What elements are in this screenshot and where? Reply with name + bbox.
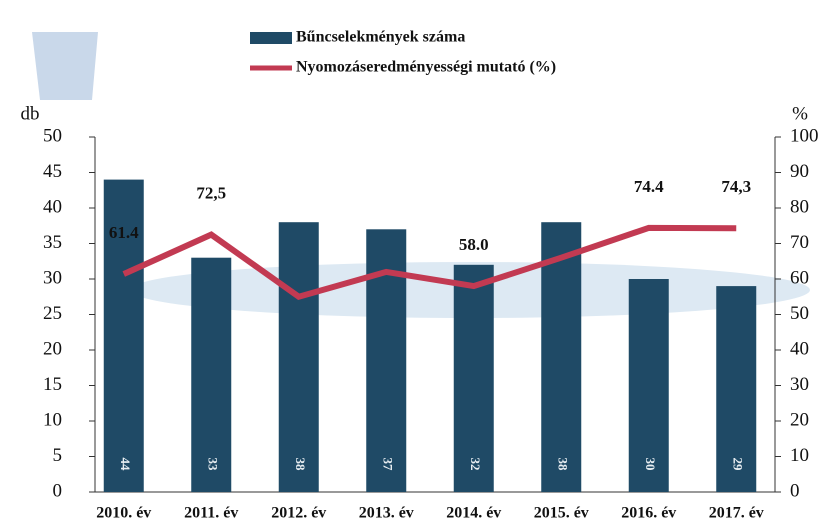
y2-axis-label: %	[792, 103, 808, 124]
y-tick-label: 15	[43, 374, 62, 395]
x-tick-label: 2015. év	[534, 505, 589, 522]
y-tick-label: 0	[53, 480, 63, 501]
bar-value-label: 29	[730, 458, 745, 472]
x-tick-label: 2017. év	[709, 505, 764, 522]
bar-value-label: 38	[293, 458, 308, 472]
y-tick-label: 50	[43, 125, 62, 146]
x-tick-label: 2013. év	[359, 505, 414, 522]
y2-tick-label: 60	[790, 267, 809, 288]
y2-tick-label: 10	[790, 445, 809, 466]
line-value-label: 74.4	[634, 177, 664, 196]
bar	[279, 222, 319, 492]
y2-tick-label: 40	[790, 338, 809, 359]
y2-tick-label: 100	[790, 125, 819, 146]
x-tick-label: 2011. év	[184, 505, 238, 522]
bar-value-label: 33	[205, 458, 220, 472]
y-tick-label: 5	[53, 445, 63, 466]
bar-value-label: 37	[380, 458, 395, 472]
y2-tick-label: 70	[790, 232, 809, 253]
y-axis-label: db	[21, 103, 40, 124]
chart: db % 0 5 10 15 20 25 30 35 40 45 50 0 10 20 30 40 50 60 70…	[0, 0, 819, 526]
x-tick-label: 2016. év	[621, 505, 676, 522]
y-tick-label: 30	[43, 267, 62, 288]
y-tick-label: 45	[43, 161, 62, 182]
y-tick-label: 35	[43, 232, 62, 253]
y-tick-label: 40	[43, 196, 62, 217]
logo	[32, 32, 98, 100]
y2-tick-label: 0	[790, 480, 800, 501]
bar-value-label: 38	[555, 458, 570, 472]
y2-tick-label: 90	[790, 161, 809, 182]
y2-tick-label: 30	[790, 374, 809, 395]
legend-label: Nyomozáseredményességi mutató (%)	[296, 59, 556, 76]
x-tick-label: 2012. év	[271, 505, 326, 522]
x-tick-label: 2014. év	[446, 505, 501, 522]
y-tick-label: 10	[43, 409, 62, 430]
bar	[366, 229, 406, 492]
x-tick-label: 2010. év	[96, 505, 151, 522]
bar-value-label: 32	[468, 458, 483, 471]
y2-tick-label: 20	[790, 409, 809, 430]
line-value-label: 72,5	[196, 184, 226, 203]
legend-swatch	[250, 32, 292, 44]
line-value-label: 61.4	[109, 223, 139, 242]
y-tick-label: 20	[43, 338, 62, 359]
line-value-label: 74,3	[721, 177, 751, 196]
y2-tick-label: 50	[790, 303, 809, 324]
y-tick-label: 25	[43, 303, 62, 324]
bar-value-label: 30	[643, 458, 658, 471]
bar-value-label: 44	[118, 458, 133, 472]
line-value-label: 58.0	[459, 235, 489, 254]
legend-label: Bűncselekmények száma	[296, 29, 465, 46]
y2-tick-label: 80	[790, 196, 809, 217]
